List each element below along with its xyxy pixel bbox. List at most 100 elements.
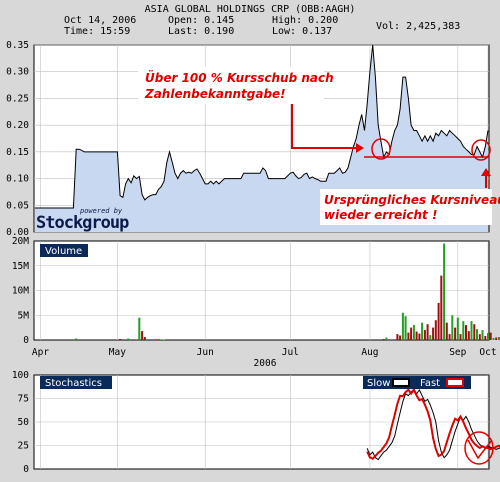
stochastics-y-tick-label: 75 (18, 394, 29, 405)
stochastics-y-tick-label: 50 (18, 417, 30, 428)
volume-y-tick-label: 15M (12, 261, 29, 272)
annotation-top: Über 100 % Kursschub nach Zahlenbekanntg… (138, 67, 334, 104)
volume-bar (462, 321, 465, 340)
volume-bar (163, 339, 165, 340)
volume-bars (75, 243, 500, 341)
volume-bar (143, 337, 146, 340)
volume-bar (415, 331, 418, 340)
volume-bar (410, 327, 413, 340)
price-line (35, 44, 489, 209)
volume-bar (141, 331, 144, 340)
legend-slow-label: Slow (367, 378, 390, 389)
x-axis-year: 2006 (254, 358, 277, 369)
price-y-tick-label: 0.15 (6, 147, 29, 158)
volume-bar (478, 334, 481, 340)
volume-bar (481, 330, 484, 340)
logo-powered-by: powered by (80, 207, 123, 215)
annotation-bottom-line1: Ursprüngliches Kursniveau (324, 193, 500, 207)
volume-bar (473, 324, 476, 340)
legend-fast-swatch (446, 378, 464, 387)
header-time: Time: 15:59 (64, 26, 130, 37)
x-tick-label: Jun (197, 347, 214, 358)
legend-fast-label: Fast (420, 378, 440, 389)
stochastics-circle (464, 431, 494, 465)
x-tick-label: Aug (361, 347, 378, 358)
chart-title: ASIA GLOBAL HOLDINGS CRP (OBB:AAGH) (145, 4, 356, 15)
volume-bar (157, 339, 160, 340)
price-y-tick-label: 0.20 (6, 120, 29, 131)
x-tick-label: Oct (479, 347, 496, 358)
volume-label: Volume (45, 246, 82, 257)
volume-bar (489, 332, 492, 340)
volume-bar (385, 337, 388, 340)
volume-y-tick-label: 20M (12, 236, 29, 247)
header-low: Low: 0.137 (272, 26, 332, 37)
volume-bar (459, 334, 462, 340)
annotation-bottom-arrowhead (481, 168, 491, 176)
price-y-tick-label: 0.35 (6, 40, 29, 51)
header-date: Oct 14, 2006 (64, 15, 136, 26)
stochastics-checkmark (467, 439, 493, 460)
header-high: High: 0.200 (272, 15, 338, 26)
volume-bar (127, 338, 130, 340)
volume-bar (404, 316, 407, 340)
stockgroup-logo: powered by Stockgroup (36, 207, 130, 233)
price-y-tick-label: 0.25 (6, 93, 29, 104)
volume-bar (484, 336, 487, 340)
volume-bar (434, 320, 437, 340)
stochastics-legend-box (363, 376, 471, 389)
volume-bar (454, 327, 457, 340)
volume-y-tick-label: 5M (18, 310, 30, 321)
annotation-top-box (138, 67, 324, 104)
volume-bar (492, 338, 495, 340)
header-volume: Vol: 2,425,383 (376, 21, 460, 32)
header-last: Last: 0.190 (168, 26, 234, 37)
volume-bar (467, 331, 470, 340)
annotation-top-line2: Zahlenbekanntgabe! (144, 87, 286, 101)
annotation-top-arrowhead (356, 143, 364, 153)
volume-bar (382, 339, 385, 340)
stochastics-legend: Slow Fast (363, 376, 471, 389)
x-tick-label: Jul (282, 347, 299, 358)
volume-bar (160, 339, 163, 340)
volume-y-ticks: 0 5M 10M 15M 20M (12, 236, 29, 346)
volume-bar (138, 317, 141, 340)
price-y-tick-label: 0.00 (6, 227, 29, 238)
logo-text: Stockgroup (36, 213, 129, 233)
stochastics-label: Stochastics (45, 378, 102, 389)
price-y-ticks: 0.00 0.05 0.10 0.15 0.20 0.25 0.30 0.35 (6, 40, 29, 238)
stochastics-grid (34, 375, 489, 469)
price-area (35, 45, 488, 232)
volume-bar (412, 325, 415, 340)
volume-bar (75, 338, 78, 340)
stochastics-y-tick-label: 25 (18, 441, 29, 452)
volume-bar (495, 337, 498, 340)
volume-bar (421, 322, 424, 340)
volume-bar (396, 334, 399, 340)
annotation-bottom-line2: wieder erreicht ! (324, 208, 437, 222)
volume-bar (401, 312, 404, 340)
volume-bar (418, 333, 421, 340)
stochastics-label-box (40, 376, 112, 389)
volume-bar (429, 335, 432, 340)
x-tick-label: Apr (32, 347, 49, 358)
stochastics-y-tick-label: 100 (12, 370, 29, 381)
price-y-tick-label: 0.05 (6, 200, 29, 211)
volume-bar (470, 321, 473, 340)
volume-bar (432, 327, 435, 340)
volume-bar (451, 315, 454, 341)
annotation-bottom-box (320, 189, 492, 225)
annotation-top-arrow-line (291, 104, 362, 149)
x-axis-ticks: Apr May Jun Jul Aug Sep Oct (32, 347, 497, 358)
low-point-circle-left (371, 138, 391, 160)
volume-bar (476, 329, 478, 340)
volume-label-box (40, 244, 88, 257)
header-open: Open: 0.145 (168, 15, 234, 26)
price-y-tick-label: 0.10 (6, 174, 29, 185)
annotation-bottom: Ursprüngliches Kursniveau wieder erreich… (320, 189, 500, 225)
volume-bar (407, 332, 410, 340)
volume-bar (487, 333, 489, 340)
volume-bar (456, 317, 459, 340)
legend-slow-swatch (392, 378, 410, 387)
